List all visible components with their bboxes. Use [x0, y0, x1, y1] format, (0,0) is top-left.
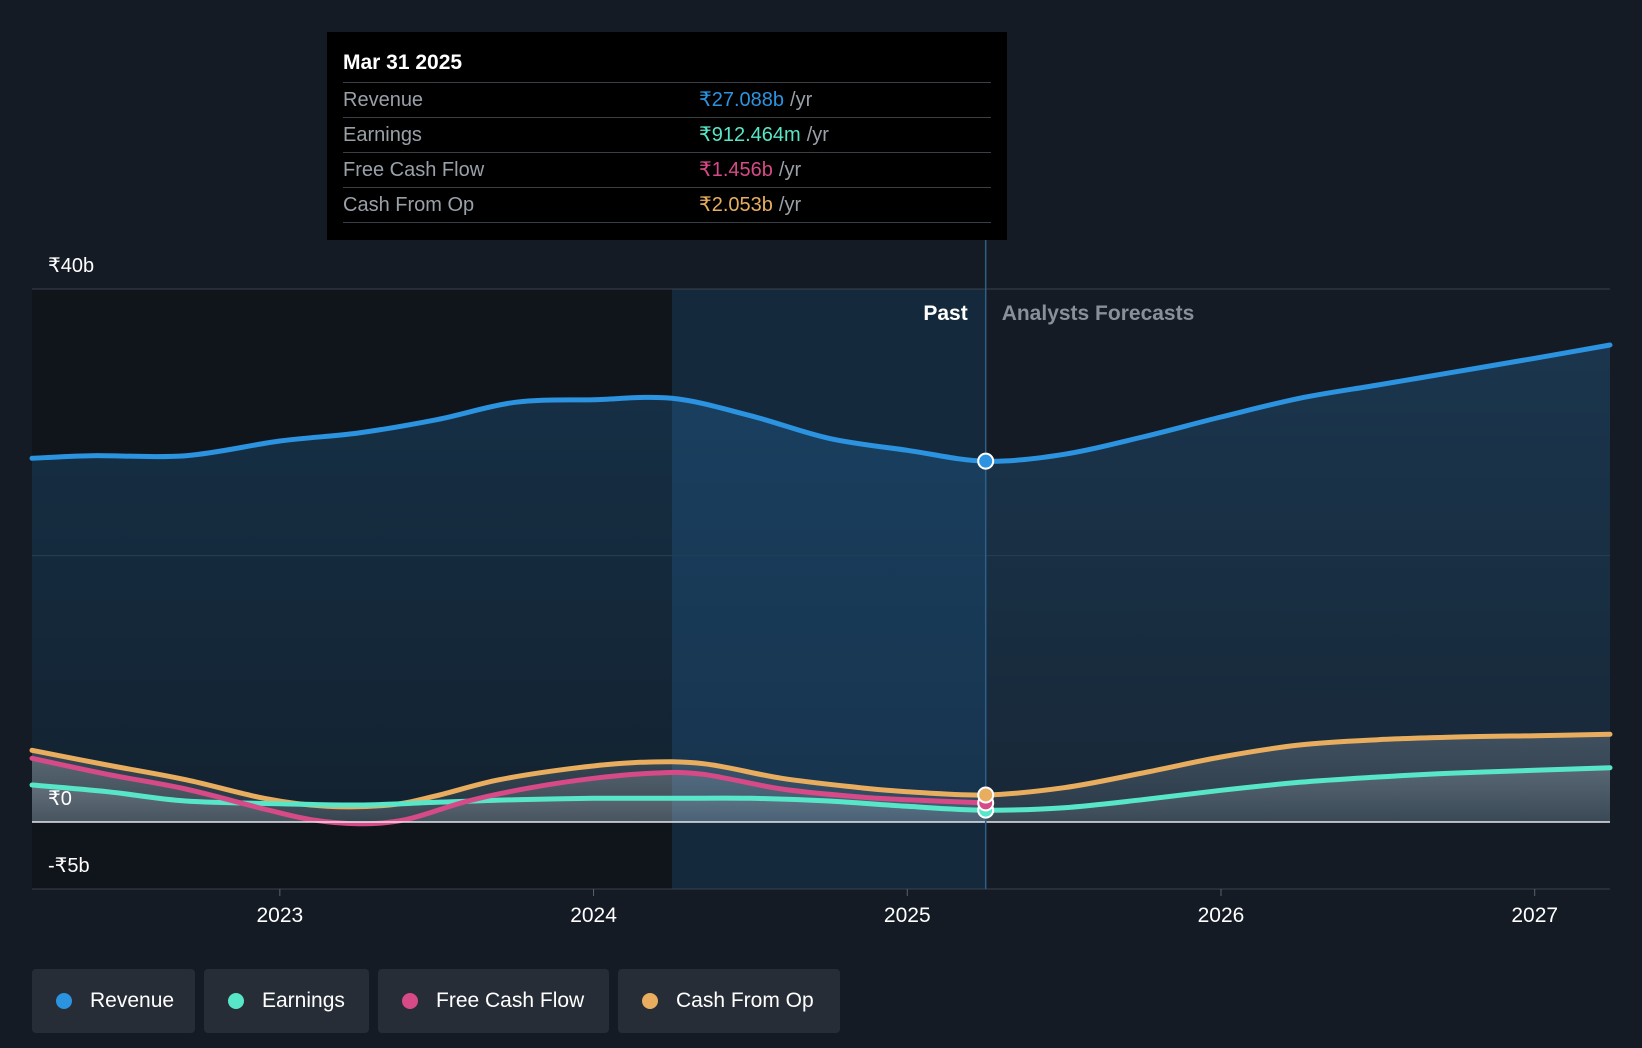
tooltip-unit: /yr [790, 89, 813, 111]
tooltip-label: Cash From Op [343, 194, 475, 216]
revenue-marker [977, 452, 995, 470]
free-cash-flow-area [32, 758, 986, 824]
x-axis-label: 2026 [1198, 904, 1245, 927]
legend-item-revenue[interactable]: Revenue [32, 969, 195, 1033]
tooltip: Mar 31 2025 Revenue ₹27.088b/yr Earnings… [327, 32, 1007, 240]
legend-item-free-cash-flow[interactable]: Free Cash Flow [378, 969, 609, 1033]
tooltip-unit: /yr [778, 159, 802, 181]
legend-label: Earnings [262, 989, 345, 1012]
tooltip-label: Free Cash Flow [343, 159, 485, 181]
tooltip-row-earnings: Earnings ₹912.464m/yr [343, 118, 991, 153]
earnings-dot-icon [228, 993, 244, 1009]
tooltip-value-earnings: ₹912.464m [699, 124, 801, 146]
revenue-line [29, 342, 1613, 464]
x-axis-label: 2024 [570, 904, 617, 927]
tooltip-unit: /yr [778, 194, 802, 216]
legend-label: Revenue [90, 989, 175, 1012]
free-cash-flow-dot-icon [402, 993, 418, 1009]
free-cash-flow-line [29, 755, 989, 827]
y-axis-label: -₹5b [48, 855, 90, 877]
revenue-area [32, 345, 1610, 822]
cash-from-op-dot-icon [642, 993, 658, 1009]
y-axis-label: ₹0 [48, 788, 72, 810]
x-axis-label: 2025 [884, 904, 931, 927]
tooltip-value-cash-from-op: ₹2.053b [699, 194, 773, 216]
tooltip-label: Revenue [343, 89, 424, 111]
y-axis-label: ₹40b [48, 255, 94, 277]
tooltip-row-cash-from-op: Cash From Op ₹2.053b/yr [343, 188, 991, 223]
cash-from-op-marker [977, 786, 995, 804]
tooltip-date: Mar 31 2025 [343, 32, 991, 83]
earnings-area [32, 767, 1610, 822]
tooltip-value-revenue: ₹27.088b [699, 89, 785, 111]
legend-item-cash-from-op[interactable]: Cash From Op [618, 969, 840, 1033]
tooltip-value-free-cash-flow: ₹1.456b [699, 159, 773, 181]
x-axis-label: 2027 [1511, 904, 1558, 927]
tooltip-row-revenue: Revenue ₹27.088b/yr [343, 83, 991, 118]
legend-label: Cash From Op [676, 989, 814, 1012]
revenue-dot-icon [56, 993, 72, 1009]
tooltip-unit: /yr [806, 124, 829, 146]
tooltip-row-free-cash-flow: Free Cash Flow ₹1.456b/yr [343, 153, 991, 188]
earnings-line [29, 765, 1613, 813]
past-label: Past [923, 302, 967, 325]
legend-label: Free Cash Flow [436, 989, 585, 1012]
tooltip-label: Earnings [343, 124, 422, 146]
legend-item-earnings[interactable]: Earnings [204, 969, 369, 1033]
x-axis-label: 2023 [256, 904, 303, 927]
forecast-label: Analysts Forecasts [1002, 302, 1195, 325]
